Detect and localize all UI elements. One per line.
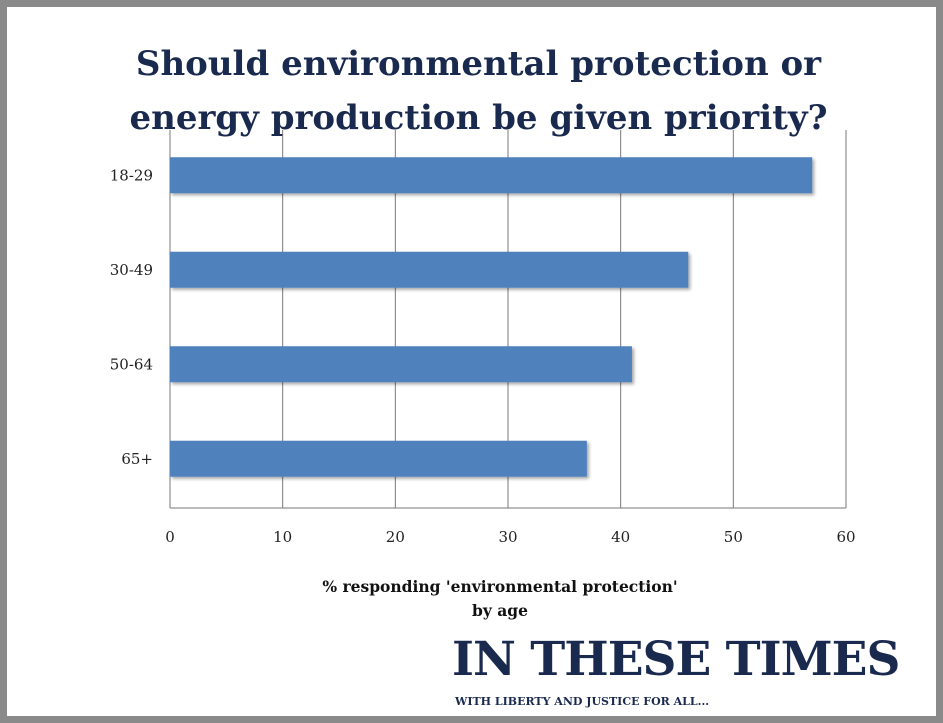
logo-tagline: WITH LIBERTY AND JUSTICE FOR ALL...: [455, 695, 710, 708]
y-category-label-50-64: 50-64: [110, 355, 153, 373]
in-these-times-logo: IN THESE TIMES: [452, 632, 900, 687]
y-category-label-30-49: 30-49: [110, 261, 153, 279]
y-category-label-18-29: 18-29: [110, 166, 153, 184]
x-axis-label-line-1: % responding 'environmental protection': [322, 577, 678, 596]
y-category-label-65+: 65+: [121, 450, 153, 468]
x-tick-label-30: 30: [498, 528, 517, 546]
bar-30-49: [170, 251, 689, 288]
bar-18-29: [170, 157, 813, 194]
x-axis-label-line-2: by age: [472, 601, 528, 620]
x-tick-label-60: 60: [836, 528, 855, 546]
x-tick-label-50: 50: [724, 528, 743, 546]
x-tick-label-10: 10: [273, 528, 292, 546]
x-tick-label-0: 0: [165, 528, 175, 546]
bar-65+: [170, 440, 587, 477]
x-tick-label-20: 20: [386, 528, 405, 546]
chart-title-line-2: energy production be given priority?: [129, 98, 828, 138]
x-tick-label-40: 40: [611, 528, 630, 546]
chart-title-line-1: Should environmental protection or: [135, 44, 822, 84]
chart-title: Should environmental protection or energ…: [27, 37, 930, 145]
bar-50-64: [170, 346, 632, 383]
x-axis-label: % responding 'environmental protection' …: [200, 575, 800, 623]
